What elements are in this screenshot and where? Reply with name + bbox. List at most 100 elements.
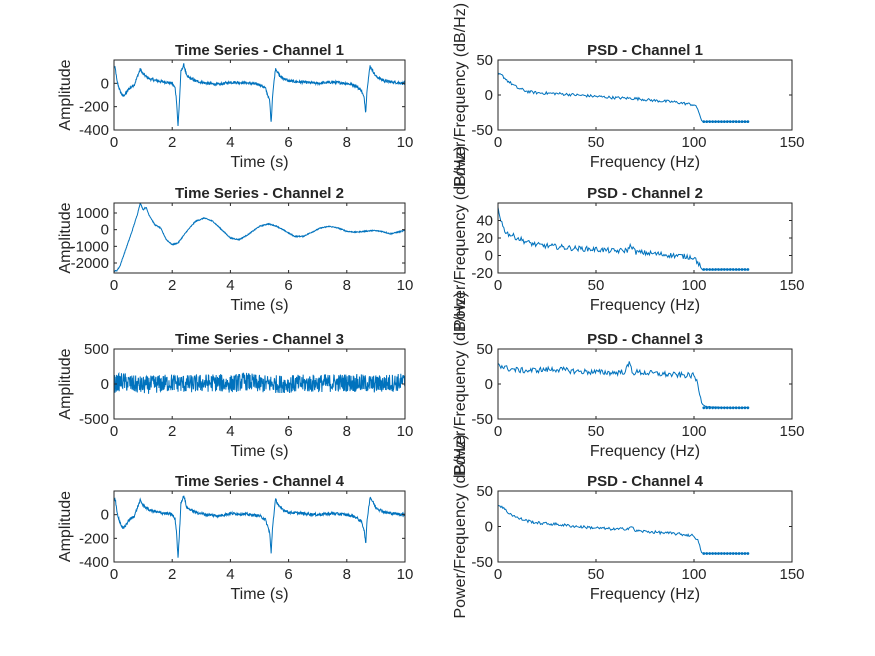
psd-marker: [717, 552, 720, 555]
axes-box: [497, 202, 793, 274]
psd-marker: [731, 552, 735, 555]
x-tick-label: 50: [588, 134, 605, 151]
x-tick-label: 4: [226, 566, 234, 583]
psd-marker: [740, 552, 744, 555]
psd-marker: [711, 552, 715, 555]
psd-marker: [728, 268, 732, 271]
psd-marker: [731, 268, 735, 271]
y-tick-label: -2000: [71, 255, 109, 272]
psd-marker: [734, 552, 738, 555]
psd-marker: [717, 268, 720, 271]
x-tick-label: 6: [284, 566, 292, 583]
x-tick-label: 0: [494, 277, 502, 294]
x-tick-label: 4: [226, 423, 234, 440]
chart-title: Time Series - Channel 4: [175, 473, 345, 490]
psd-marker: [728, 552, 732, 555]
chart-title: Time Series - Channel 1: [175, 42, 344, 59]
psd-marker: [705, 552, 709, 555]
psd-marker: [705, 268, 709, 271]
psd-marker: [737, 406, 741, 410]
psd-marker: [728, 406, 732, 410]
psd-marker: [708, 552, 712, 555]
psd-marker: [702, 268, 706, 271]
psd-marker: [746, 552, 750, 555]
psd-marker: [714, 268, 717, 271]
y-tick-label: -500: [79, 411, 109, 428]
psd-marker: [722, 406, 726, 410]
chart-title: Time Series - Channel 2: [175, 185, 344, 202]
axes-box: [113, 59, 406, 131]
x-axis-label: Frequency (Hz): [590, 443, 700, 460]
psd-marker: [708, 406, 712, 410]
x-tick-label: 0: [110, 423, 118, 440]
x-tick-label: 150: [779, 134, 804, 151]
psd-marker: [734, 120, 738, 123]
x-tick-label: 0: [110, 134, 118, 151]
y-tick-label: -50: [471, 122, 493, 139]
y-tick-label: 0: [101, 75, 109, 92]
x-axis-label: Frequency (Hz): [590, 586, 700, 603]
series-line: [498, 72, 749, 123]
psd-marker: [722, 268, 726, 271]
series-line: [114, 495, 405, 558]
x-tick-label: 2: [168, 277, 176, 294]
psd-marker: [734, 406, 738, 410]
y-axis-label: Power/Frequency (dB/Hz): [452, 434, 469, 618]
x-tick-label: 100: [681, 423, 706, 440]
psd-marker: [702, 552, 706, 555]
x-tick-label: 8: [343, 566, 351, 583]
psd-marker: [725, 268, 729, 271]
y-tick-label: 0: [485, 376, 493, 393]
x-tick-label: 0: [110, 566, 118, 583]
x-tick-label: 100: [681, 277, 706, 294]
y-axis-label: Amplitude: [57, 348, 74, 419]
psd-marker: [746, 120, 750, 123]
y-tick-label: -50: [471, 411, 493, 428]
x-tick-label: 0: [494, 423, 502, 440]
y-axis-label: Amplitude: [57, 491, 74, 562]
psd-marker: [740, 406, 744, 410]
psd-marker: [725, 552, 729, 555]
psd-marker: [725, 406, 729, 410]
x-tick-label: 150: [779, 566, 804, 583]
psd-marker: [711, 406, 715, 410]
psd-marker: [714, 406, 717, 410]
chart-title: Time Series - Channel 3: [175, 331, 344, 348]
axes-box: [497, 59, 793, 131]
x-tick-label: 2: [168, 423, 176, 440]
y-tick-label: 0: [485, 519, 493, 536]
series-line: [114, 203, 405, 273]
x-tick-label: 8: [343, 277, 351, 294]
psd-marker: [737, 552, 741, 555]
psd-marker: [702, 120, 706, 123]
psd-marker: [737, 268, 741, 271]
psd-marker: [708, 268, 712, 271]
y-tick-label: 0: [485, 87, 493, 104]
y-tick-label: 500: [84, 341, 109, 358]
x-axis-label: Time (s): [230, 154, 288, 171]
chart-title: PSD - Channel 4: [587, 473, 704, 490]
x-tick-label: 10: [397, 423, 414, 440]
psd-marker: [720, 268, 723, 271]
psd-marker: [722, 120, 726, 123]
psd-marker: [702, 406, 706, 410]
psd-marker: [731, 406, 735, 410]
psd-marker: [708, 120, 712, 123]
series-line: [498, 206, 750, 271]
y-axis-label: Power/Frequency (dB/Hz): [452, 292, 469, 476]
psd-marker: [746, 268, 750, 271]
chart-title: PSD - Channel 3: [587, 331, 703, 348]
psd-marker: [705, 120, 709, 123]
y-tick-label: 20: [476, 230, 493, 247]
x-tick-label: 50: [588, 277, 605, 294]
psd-marker: [731, 120, 735, 123]
x-axis-label: Time (s): [230, 586, 288, 603]
x-tick-label: 50: [588, 566, 605, 583]
subplot-1: 0 2 4 6 8 10 -400 -200 0 Time Series - Channel 1 T…: [57, 42, 413, 171]
axes-box: [113, 202, 406, 274]
x-tick-label: 0: [494, 134, 502, 151]
